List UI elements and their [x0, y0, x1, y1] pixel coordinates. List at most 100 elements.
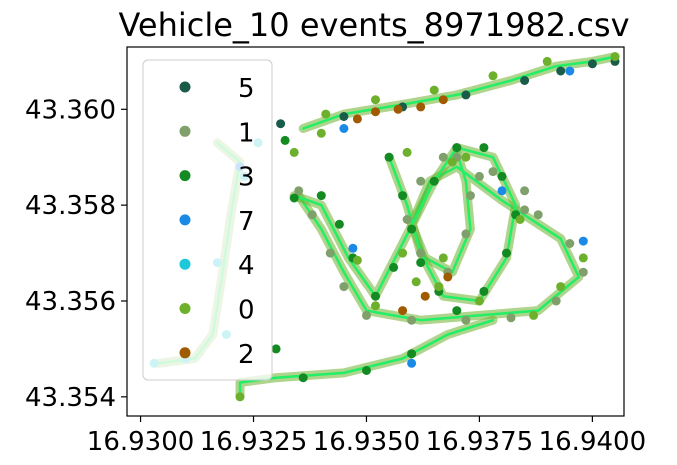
point-series-0-17 — [474, 296, 484, 306]
point-series-1-8 — [551, 296, 561, 306]
point-series-7-2 — [348, 243, 358, 253]
point-series-2-1 — [371, 107, 380, 117]
point-series-3-11 — [452, 143, 462, 153]
point-series-0-8 — [578, 253, 588, 263]
legend-box — [142, 59, 273, 381]
point-series-7-3 — [497, 186, 507, 196]
point-series-0-22 — [235, 392, 245, 402]
route-track-2 — [289, 143, 521, 306]
point-series-2-2 — [393, 104, 403, 114]
point-series-3-14 — [371, 291, 380, 301]
point-series-3-9 — [497, 171, 507, 181]
point-series-2-3 — [416, 102, 426, 112]
y-tick-label-0: 43.354 — [25, 383, 116, 413]
route-line-3 — [238, 318, 495, 399]
plot-area-frame — [126, 46, 625, 417]
point-series-7-1 — [578, 236, 588, 246]
point-series-1-9 — [578, 267, 588, 277]
point-series-0-15 — [398, 248, 408, 258]
x-tick-label-0: 16.9300 — [87, 427, 195, 457]
point-series-1-16 — [416, 248, 426, 258]
legend-marker-4 — [179, 258, 191, 270]
y-tick-label-2: 43.358 — [25, 191, 116, 221]
legend-marker-1 — [179, 125, 191, 137]
point-series-1-3 — [339, 282, 349, 292]
point-series-3-6 — [479, 286, 489, 296]
point-series-5-6 — [587, 59, 597, 69]
legend-marker-2 — [179, 347, 191, 359]
legend-label-7: 7 — [238, 207, 255, 237]
legend-label-3: 3 — [238, 163, 255, 193]
point-series-5-0 — [276, 119, 286, 129]
point-series-0-9 — [461, 152, 471, 162]
y-axis: 43.354 43.356 43.358 43.360 — [25, 95, 127, 413]
point-series-1-14 — [416, 176, 426, 186]
point-series-2-7 — [443, 272, 453, 282]
legend: 5 1 3 7 4 0 2 — [142, 59, 273, 381]
point-series-0-5 — [488, 71, 498, 81]
point-series-0-12 — [515, 215, 525, 224]
point-series-1-0 — [294, 186, 304, 196]
point-series-0-7 — [610, 52, 620, 62]
x-tick-label-4: 16.9400 — [539, 427, 647, 457]
point-series-3-1 — [398, 191, 408, 201]
point-series-0-1 — [289, 147, 299, 157]
point-series-1-6 — [461, 315, 471, 325]
point-series-3-16 — [334, 219, 344, 229]
point-series-1-22 — [520, 186, 530, 196]
point-series-5-3 — [461, 90, 471, 100]
point-series-5-4 — [520, 76, 530, 85]
legend-label-4: 4 — [238, 251, 255, 281]
point-series-1-1 — [307, 210, 317, 220]
x-axis: 16.9300 16.9325 16.9350 16.9375 16.9400 — [87, 416, 646, 457]
point-series-0-0 — [316, 128, 326, 138]
point-series-1-4 — [362, 310, 371, 320]
legend-marker-0 — [179, 303, 191, 314]
point-series-1-13 — [438, 152, 448, 162]
point-series-1-18 — [461, 229, 471, 239]
legend-label-0: 0 — [238, 296, 255, 326]
legend-marker-7 — [179, 214, 191, 226]
legend-label-2: 2 — [238, 340, 255, 370]
legend-marker-5 — [179, 81, 191, 93]
point-series-0-20 — [371, 301, 380, 311]
point-series-1-11 — [520, 205, 530, 215]
y-tick-label-1: 43.356 — [25, 287, 116, 317]
point-series-3-10 — [479, 143, 489, 153]
chart-title: Vehicle_10 events_8971982.csv — [118, 6, 629, 44]
point-series-2-4 — [438, 95, 448, 105]
point-series-0-16 — [438, 253, 448, 263]
point-series-7-4 — [407, 358, 417, 368]
point-series-0-11 — [447, 157, 457, 167]
point-series-3-13 — [389, 262, 399, 272]
point-series-0-21 — [434, 282, 444, 292]
x-tick-label-2: 16.9350 — [313, 427, 421, 457]
point-series-2-5 — [398, 306, 408, 316]
point-series-7-0 — [339, 124, 349, 133]
point-series-1-19 — [465, 191, 475, 201]
point-series-3-22 — [362, 366, 371, 375]
point-series-3-20 — [271, 344, 281, 354]
route-line-2 — [292, 146, 517, 303]
point-series-5-5 — [556, 66, 566, 76]
point-series-0-13 — [352, 255, 362, 265]
point-series-3-0 — [384, 152, 394, 162]
point-series-3-3 — [416, 258, 426, 268]
point-series-3-19 — [280, 135, 290, 145]
x-tick-label-3: 16.9375 — [426, 427, 534, 457]
point-series-3-18 — [289, 193, 299, 203]
point-series-3-7 — [502, 248, 511, 258]
point-series-0-10 — [402, 147, 412, 157]
point-series-1-12 — [474, 171, 484, 181]
route-line-1 — [297, 151, 581, 322]
point-series-2-6 — [420, 291, 430, 301]
point-series-0-2 — [321, 109, 331, 119]
point-series-1-15 — [402, 215, 412, 224]
legend-marker-3 — [179, 170, 191, 182]
point-series-1-5 — [407, 315, 417, 325]
point-series-0-18 — [529, 310, 539, 320]
point-series-0-14 — [411, 277, 421, 287]
point-series-0-6 — [542, 56, 552, 66]
point-series-3-12 — [429, 176, 439, 186]
